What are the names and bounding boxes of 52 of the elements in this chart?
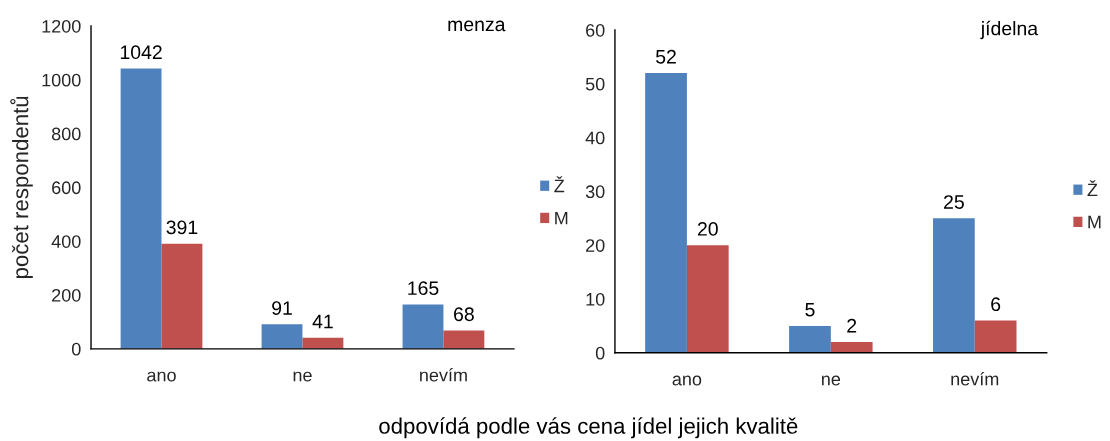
x-tick-label: ne [821, 375, 841, 386]
y-axis-title: počet respondentů [10, 96, 33, 279]
x-tick-label: nevím [951, 372, 999, 386]
y-tick-label: 0 [595, 346, 605, 360]
x-tick-label: ano [147, 371, 176, 382]
data-label: 391 [166, 220, 198, 235]
data-label: 68 [454, 307, 474, 322]
bar [302, 337, 344, 349]
data-label: 2 [847, 318, 857, 333]
legend-label: M [1088, 215, 1101, 229]
bar [120, 68, 162, 349]
bar [645, 73, 687, 353]
y-tick-label: 800 [51, 127, 81, 141]
y-tick-label: 400 [51, 235, 81, 248]
y-tick-label: 50 [585, 77, 605, 91]
legend-label: M [555, 211, 568, 225]
bar [686, 245, 729, 353]
data-label: 41 [312, 314, 333, 329]
y-tick-label: 0 [71, 342, 81, 356]
y-tick-label: 10 [586, 292, 605, 306]
y-tick-label: 40 [585, 131, 605, 145]
bar [789, 325, 831, 353]
data-label: 6 [991, 297, 1001, 312]
data-label: 165 [408, 281, 439, 296]
data-label: 91 [272, 301, 292, 315]
data-label: 25 [944, 195, 964, 209]
bar [443, 330, 485, 349]
y-tick-label: 200 [52, 288, 81, 302]
chart-title: jídelna [980, 20, 1039, 40]
y-tick-label: 30 [585, 185, 605, 199]
bar [933, 218, 975, 353]
data-label: 5 [805, 302, 815, 317]
legend-label: Ž [554, 176, 565, 193]
y-tick-label: 1200 [42, 19, 81, 33]
bar [830, 342, 873, 353]
bar [161, 243, 203, 349]
data-label: 1042 [120, 45, 162, 60]
legend-label: Ž [1087, 180, 1098, 197]
x-tick-label: ano [672, 375, 702, 386]
bar [402, 304, 444, 349]
x-tick-label: ne [293, 371, 312, 382]
bar [261, 324, 303, 349]
y-tick-label: 600 [52, 181, 81, 195]
y-tick-label: 60 [586, 23, 605, 37]
data-label: 20 [697, 222, 718, 236]
data-label: 52 [656, 49, 676, 64]
x-axis-title: odpovídá podle vás cena jídel jejich kvalitě [379, 417, 798, 439]
x-tick-label: nevím [420, 368, 467, 382]
chart-title: menza [448, 20, 506, 32]
y-tick-label: 1000 [42, 73, 81, 87]
y-tick-label: 20 [586, 239, 605, 252]
bar [974, 320, 1017, 353]
